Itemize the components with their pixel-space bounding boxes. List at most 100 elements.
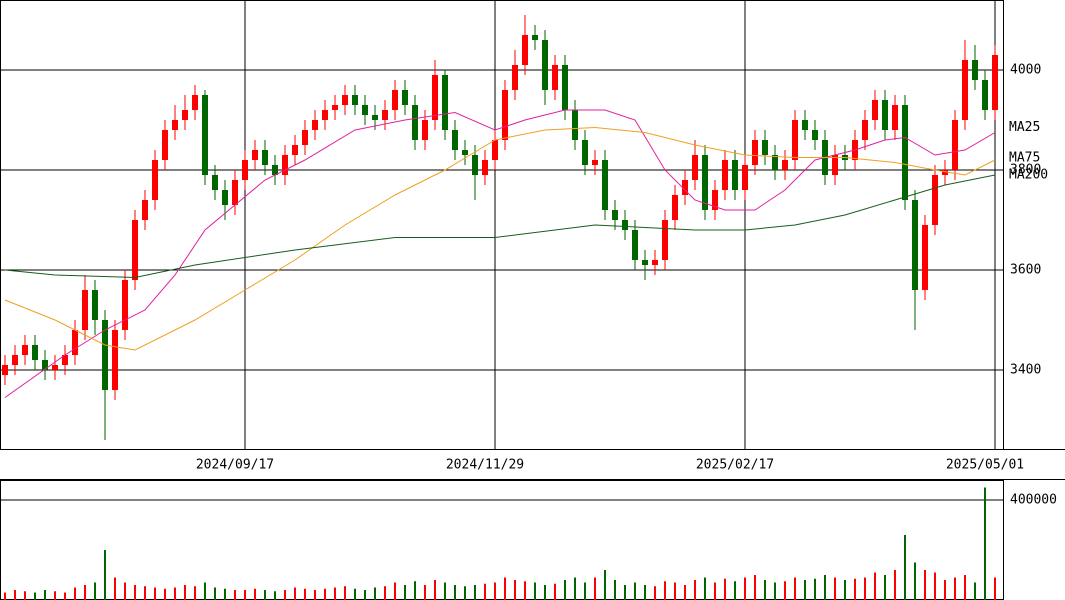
- volume-bar: [714, 582, 716, 600]
- candle-body: [602, 160, 608, 210]
- volume-bar: [204, 582, 206, 600]
- volume-bar: [464, 586, 466, 600]
- volume-bar: [884, 575, 886, 600]
- candle-body: [892, 105, 898, 130]
- candle-body: [832, 155, 838, 175]
- candle-body: [962, 60, 968, 120]
- volume-bar: [554, 583, 556, 600]
- y-tick-label: 3600: [1010, 263, 1041, 278]
- candle-body: [412, 105, 418, 140]
- volume-bar: [214, 587, 216, 600]
- candle-body: [292, 145, 298, 155]
- candle-body: [262, 150, 268, 165]
- legend-label: MA200: [1009, 168, 1048, 183]
- candle-body: [522, 35, 528, 65]
- volume-bar: [584, 582, 586, 600]
- candle-body: [942, 170, 948, 175]
- volume-bar: [424, 585, 426, 600]
- volume-bar: [284, 590, 286, 600]
- volume-bar: [624, 585, 626, 600]
- candle-body: [242, 160, 248, 180]
- volume-bar: [904, 535, 906, 600]
- volume-bar: [954, 577, 956, 600]
- volume-bar: [14, 590, 16, 600]
- volume-bar: [324, 588, 326, 600]
- candle-body: [872, 100, 878, 120]
- moving-average-line: [4, 109, 996, 398]
- volume-bar: [794, 577, 796, 600]
- volume-bar: [364, 590, 366, 600]
- volume-bar: [644, 585, 646, 600]
- volume-bar: [474, 585, 476, 600]
- volume-bar: [864, 577, 866, 600]
- volume-bar: [744, 577, 746, 600]
- volume-bar: [594, 577, 596, 600]
- x-tick-label: 2025/02/17: [696, 458, 774, 473]
- candle-body: [252, 150, 258, 160]
- candle-body: [122, 280, 128, 330]
- volume-bar: [114, 577, 116, 600]
- candle-body: [772, 155, 778, 170]
- volume-bar: [894, 570, 896, 600]
- x-tick-label: 2024/11/29: [446, 458, 524, 473]
- candle-body: [462, 150, 468, 155]
- legend-label: MA25: [1009, 120, 1040, 135]
- volume-bar: [254, 588, 256, 600]
- candle-body: [342, 95, 348, 105]
- volume-bar: [134, 585, 136, 600]
- volume-bar: [334, 587, 336, 600]
- candle-body: [32, 345, 38, 360]
- volume-bar: [344, 586, 346, 600]
- volume-bar: [184, 585, 186, 600]
- volume-bar: [504, 577, 506, 600]
- volume-bar: [684, 585, 686, 600]
- volume-bar: [234, 590, 236, 600]
- volume-bar: [964, 575, 966, 600]
- candle-body: [322, 110, 328, 120]
- candle-body: [752, 140, 758, 165]
- candle-body: [642, 260, 648, 265]
- volume-bar: [784, 581, 786, 600]
- volume-bar: [724, 578, 726, 600]
- volume-bar: [984, 487, 986, 600]
- candle-body: [192, 95, 198, 110]
- volume-bar: [354, 588, 356, 600]
- candle-body: [742, 165, 748, 190]
- volume-bar: [994, 577, 996, 600]
- candle-body: [142, 200, 148, 220]
- volume-bar: [824, 575, 826, 600]
- volume-bar: [814, 578, 816, 600]
- candle-body: [302, 130, 308, 145]
- volume-bar: [144, 586, 146, 600]
- candle-body: [62, 355, 68, 365]
- volume-bar: [164, 588, 166, 600]
- volume-bar: [544, 585, 546, 600]
- candle-body: [42, 360, 48, 370]
- volume-bar: [64, 592, 66, 600]
- candle-body: [982, 80, 988, 110]
- volume-bar: [244, 590, 246, 600]
- volume-bar: [294, 587, 296, 600]
- x-tick-label: 2024/09/17: [196, 458, 274, 473]
- volume-bar: [634, 582, 636, 600]
- candle-body: [532, 35, 538, 40]
- candle-body: [672, 195, 678, 220]
- candle-body: [512, 65, 518, 90]
- volume-bar: [844, 580, 846, 600]
- volume-bar: [494, 582, 496, 600]
- volume-bar: [654, 586, 656, 600]
- moving-average-line: [4, 126, 996, 351]
- candle-body: [222, 190, 228, 205]
- candle-body: [652, 260, 658, 265]
- volume-bar: [44, 590, 46, 600]
- volume-bar: [874, 572, 876, 600]
- candle-body: [212, 175, 218, 190]
- volume-bar: [934, 572, 936, 600]
- volume-bar: [304, 588, 306, 600]
- candle-body: [2, 365, 8, 375]
- volume-bar: [394, 582, 396, 600]
- legend-label: MA75: [1009, 151, 1040, 166]
- volume-bar: [574, 577, 576, 600]
- volume-bar: [664, 581, 666, 600]
